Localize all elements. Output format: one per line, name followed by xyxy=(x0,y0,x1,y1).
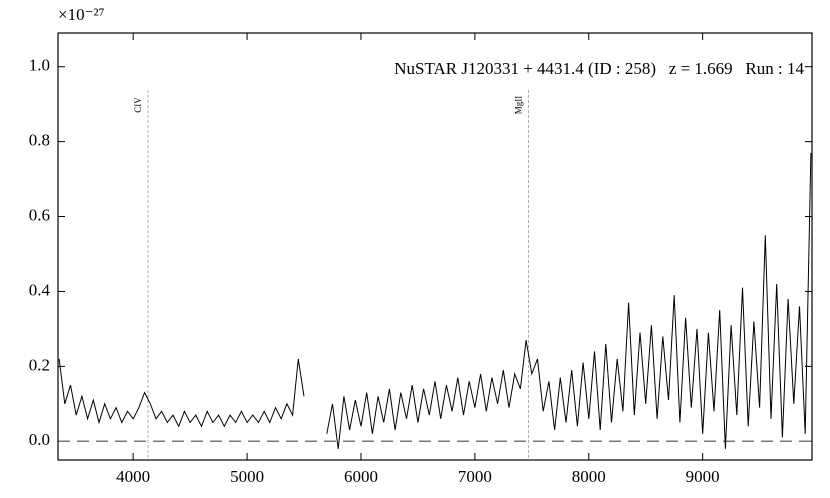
x-tick-label: 5000 xyxy=(230,467,264,486)
offset-label: ×10⁻²⁷ xyxy=(58,5,105,24)
x-tick-label: 9000 xyxy=(686,467,720,486)
y-tick-label: 0.0 xyxy=(29,430,50,449)
y-tick-label: 0.4 xyxy=(29,280,51,299)
y-tick-label: 0.6 xyxy=(29,205,50,224)
spectrum-line xyxy=(58,152,812,449)
x-tick-label: 7000 xyxy=(458,467,492,486)
line-marker-label: CIV xyxy=(133,97,143,113)
x-tick-label: 8000 xyxy=(572,467,606,486)
chart-title: NuSTAR J120331 + 4431.4 (ID : 258) z = 1… xyxy=(394,59,804,78)
y-tick-label: 1.0 xyxy=(29,56,50,75)
y-tick-label: 0.2 xyxy=(29,355,50,374)
x-tick-label: 4000 xyxy=(116,467,150,486)
line-marker-label: MgII xyxy=(513,96,523,115)
x-tick-label: 6000 xyxy=(344,467,378,486)
y-tick-label: 0.8 xyxy=(29,131,50,150)
plot-frame xyxy=(57,32,813,461)
